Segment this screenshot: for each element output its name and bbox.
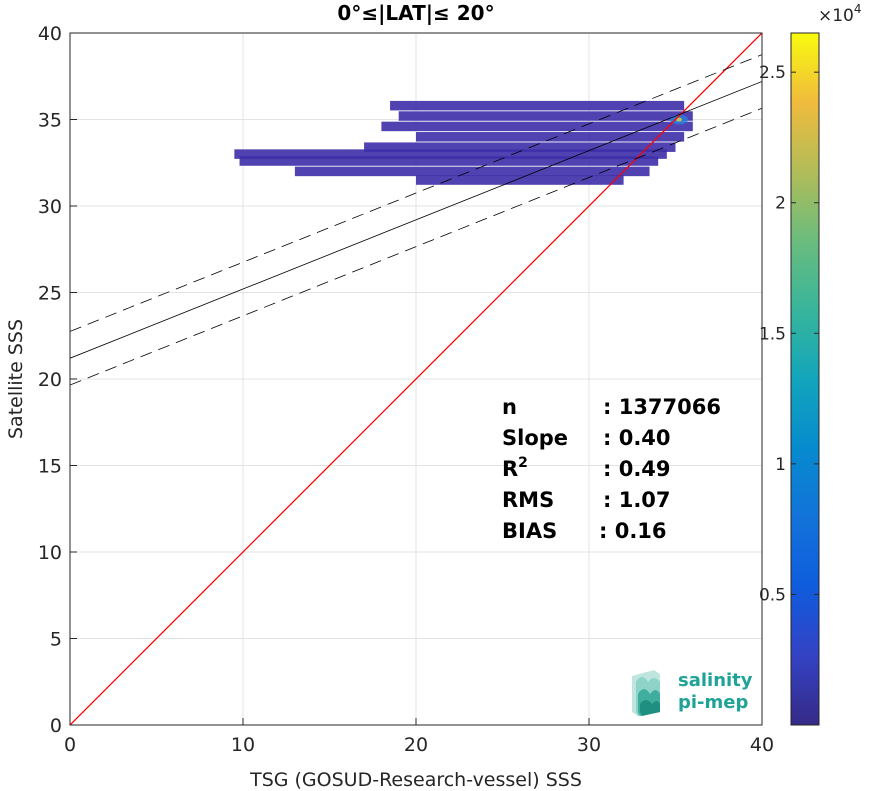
x-tick-label: 30 <box>577 734 601 756</box>
density-band <box>364 142 676 152</box>
stats-label: R2 <box>502 455 528 481</box>
stats-label: n <box>502 395 517 419</box>
colorbar-tick-label: 2.5 <box>759 63 786 83</box>
y-tick-label: 20 <box>38 369 62 391</box>
fit-lines <box>70 33 762 725</box>
colorbar-exponent: ×104 <box>818 2 862 26</box>
axis-ticks: 0 10 20 30 40 0 5 10 15 20 25 30 35 40 <box>38 23 774 756</box>
density-cloud <box>234 100 693 185</box>
stats-label-text: BIAS <box>502 519 557 543</box>
x-tick-label: 10 <box>231 734 255 756</box>
colorbar <box>790 32 820 726</box>
density-peak-core <box>675 117 682 122</box>
y-tick-label: 35 <box>38 110 62 132</box>
y-tick-label: 15 <box>38 456 62 478</box>
regression-line <box>70 81 762 359</box>
y-tick-label: 5 <box>50 629 62 651</box>
density-band <box>381 121 693 132</box>
stats-label: BIAS <box>502 519 557 543</box>
stats-label-text: n <box>502 395 517 419</box>
stats-box: n : 1377066 Slope : 0.40 R2 : 0.49 RMS : 1.07 BI… <box>502 395 721 543</box>
regression-lower-line <box>70 107 762 386</box>
x-tick-label: 0 <box>64 734 76 756</box>
logo: salinity pi-mep <box>632 670 753 716</box>
colorbar-tick-label: 0.5 <box>759 585 786 605</box>
stats-label: RMS <box>502 488 554 512</box>
colorbar-ticks: 0.5 1 1.5 2 2.5 <box>759 63 819 605</box>
density-band <box>416 175 624 185</box>
stats-value: : 0.40 <box>603 426 671 450</box>
x-axis-label: TSG (GOSUD-Research-vessel) SSS <box>249 769 582 791</box>
stats-value: : 0.16 <box>599 519 667 543</box>
salinity-logo-icon <box>632 670 660 716</box>
chart-title: 0°≤|LAT|≤ 20° <box>337 1 494 25</box>
colorbar-tick-label: 2 <box>775 194 786 214</box>
y-axis-label: Satellite SSS <box>5 319 27 439</box>
density-band <box>234 149 667 159</box>
y-tick-label: 0 <box>50 715 62 737</box>
regression-upper-line <box>70 54 762 332</box>
density-band <box>239 156 659 166</box>
identity-line <box>70 33 762 725</box>
stats-label-text: R <box>502 457 518 481</box>
stats-label: Slope <box>502 426 568 450</box>
stats-value: : 1.07 <box>603 488 671 512</box>
density-band <box>398 111 693 121</box>
y-tick-label: 10 <box>38 542 62 564</box>
x-tick-label: 20 <box>404 734 428 756</box>
logo-line2: pi-mep <box>678 692 748 713</box>
stats-label-text: Slope <box>502 426 568 450</box>
density-band <box>390 100 685 111</box>
colorbar-exponent-base: ×10 <box>818 6 854 26</box>
x-tick-label: 40 <box>750 734 774 756</box>
colorbar-tick-label: 1.5 <box>759 324 786 344</box>
stats-label-text: RMS <box>502 488 554 512</box>
stats-value: : 1377066 <box>603 395 721 419</box>
colorbar-tick-label: 1 <box>775 455 786 475</box>
density-band <box>294 166 650 177</box>
density-band <box>416 132 685 142</box>
stats-value: : 0.49 <box>603 457 671 481</box>
colorbar-exponent-power: 4 <box>854 2 862 16</box>
stats-label-sup: 2 <box>518 455 528 471</box>
y-tick-label: 40 <box>38 23 62 45</box>
y-tick-label: 30 <box>38 196 62 218</box>
logo-line1: salinity <box>678 670 753 691</box>
y-tick-label: 25 <box>38 283 62 305</box>
